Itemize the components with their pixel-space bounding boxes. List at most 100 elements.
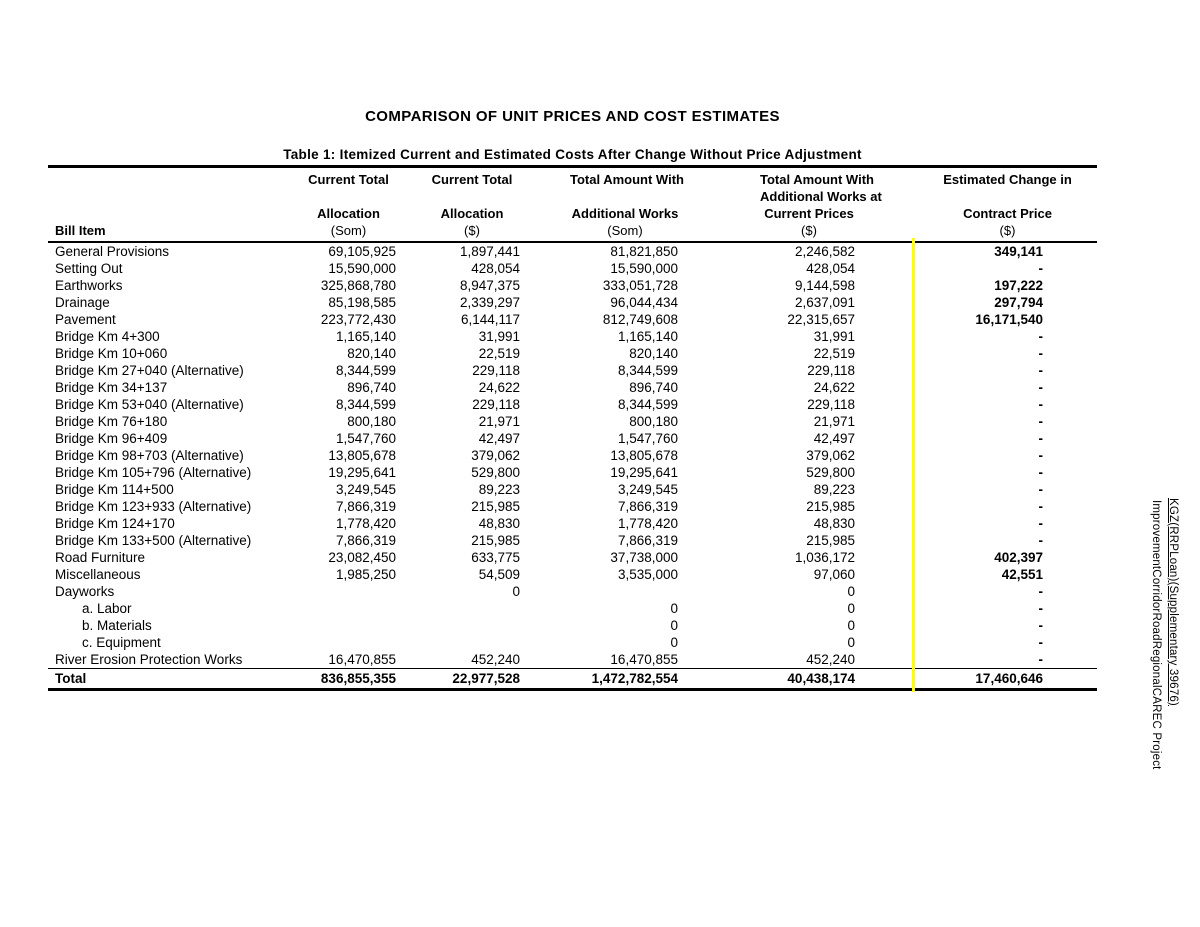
table-caption: Table 1: Itemized Current and Estimated … [283, 147, 862, 162]
cell-estimated-change-contract-price: - [1038, 448, 1044, 463]
cell-estimated-change-contract-price: - [1038, 499, 1044, 514]
table-row: Bridge Km 124+170 1,778,420 48,830 1,778,42… [48, 515, 1097, 532]
cell-additional-works-som: 16,470,855 [610, 652, 678, 667]
cell-current-total-allocation-usd: 379,062 [471, 448, 520, 463]
cell-estimated-change-contract-price: - [1038, 261, 1044, 276]
table-row: Bridge Km 27+040 (Alternative) 8,344,599 2… [48, 362, 1097, 379]
cell-additional-works-som: 3,249,545 [617, 482, 678, 497]
cell-current-total-allocation-som: 8,344,599 [335, 363, 396, 378]
cell-current-total-allocation-usd: 229,118 [472, 397, 520, 412]
bill-item-label: Road Furniture [55, 550, 146, 565]
cell-additional-works-som: 19,295,641 [610, 465, 678, 480]
cell-current-total-allocation-usd: 452,240 [471, 652, 520, 667]
cell-additional-works-current-prices-usd: 2,246,582 [794, 244, 855, 259]
cell-current-total-allocation-usd: 215,985 [471, 533, 520, 548]
column-header-estimated-change-contract-price: Estimated Change in Contract Price ($) [858, 166, 1097, 243]
cell-additional-works-current-prices-usd: 97,060 [813, 567, 855, 582]
cell-current-total-allocation-usd [397, 617, 522, 634]
cell-current-total-allocation-som: 23,082,450 [328, 550, 396, 565]
cell-current-total-allocation-usd: 24,622 [478, 380, 520, 395]
cell-current-total-allocation-usd: 48,830 [478, 516, 520, 531]
cell-estimated-change-contract-price: - [1038, 584, 1044, 599]
cell-additional-works-current-prices-usd: 215,985 [806, 533, 855, 548]
table-row: Bridge Km 114+500 3,249,545 89,223 3,249,54… [48, 481, 1097, 498]
cell-additional-works-som [522, 583, 680, 600]
cell-estimated-change-contract-price: - [1038, 652, 1044, 667]
cell-additional-works-current-prices-usd: 229,118 [807, 397, 855, 412]
column-header-additional-works-current-prices-usd: Total Amount With Additional Works at Curr… [680, 166, 882, 243]
cell-additional-works-som: 1,778,420 [617, 516, 678, 531]
column-header-current-total-allocation-usd: Current Total Allocation ($) [397, 166, 522, 243]
cell-additional-works-current-prices-usd: 0 [847, 584, 855, 599]
cell-additional-works-som: 896,740 [629, 380, 678, 395]
cell-current-total-allocation-som: 1,547,760 [335, 431, 396, 446]
table-row: Drainage 85,198,585 2,339,297 96,044,434 2,6… [48, 294, 1097, 311]
cell-additional-works-current-prices-usd: 215,985 [806, 499, 855, 514]
cell-current-total-allocation-usd: 21,971 [478, 414, 520, 429]
cell-estimated-change-contract-price: - [1038, 380, 1044, 395]
cell-current-total-allocation-som: 800,180 [347, 414, 396, 429]
bill-item-label: Bridge Km 76+180 [55, 414, 168, 429]
cell-additional-works-current-prices-usd: 31,991 [813, 329, 855, 344]
cell-estimated-change-contract-price: - [1038, 346, 1044, 361]
cell-current-total-allocation-som: 15,590,000 [328, 261, 396, 276]
table-row: General Provisions 69,105,925 1,897,441 81,… [48, 242, 1097, 260]
table-row: Miscellaneous 1,985,250 54,509 3,535,000 97,… [48, 566, 1097, 583]
cell-additional-works-current-prices-usd: 428,054 [806, 261, 855, 276]
cell-estimated-change-contract-price: - [1038, 482, 1044, 497]
page-title: COMPARISON OF UNIT PRICES AND COST ESTIM… [365, 108, 780, 125]
bill-item-label: Dayworks [55, 584, 115, 599]
column-header-additional-works-som: Total Amount With Additional Works (Som) [522, 166, 684, 243]
cell-additional-works-som: 96,044,434 [610, 295, 678, 310]
cell-additional-works-current-prices-usd: 1,036,172 [794, 550, 855, 565]
table-row: Bridge Km 133+500 (Alternative) 7,866,319… [48, 532, 1097, 549]
cell-current-total-allocation-som: 820,140 [347, 346, 396, 361]
cell-current-total-allocation-som: 836,855,355 [300, 668, 397, 691]
cell-estimated-change-contract-price: - [1038, 516, 1044, 531]
highlight-rule [912, 238, 915, 692]
cell-current-total-allocation-som: 85,198,585 [328, 295, 396, 310]
cell-current-total-allocation-som: 69,105,925 [328, 244, 396, 259]
cell-current-total-allocation-usd [397, 634, 522, 651]
table-row: c. Equipment 0 0 - [48, 634, 1097, 651]
cell-current-total-allocation-som: 13,805,678 [328, 448, 396, 463]
cell-current-total-allocation-som: 896,740 [347, 380, 396, 395]
table-row: Bridge Km 105+796 (Alternative) 19,295,64… [48, 464, 1097, 481]
cell-current-total-allocation-usd: 31,991 [478, 329, 520, 344]
table-row: Pavement 223,772,430 6,144,117 812,749,608 2… [48, 311, 1097, 328]
cell-estimated-change-contract-price: - [1038, 618, 1044, 633]
cell-additional-works-som: 8,344,599 [617, 363, 678, 378]
cell-current-total-allocation-usd: 42,497 [478, 431, 520, 446]
cell-current-total-allocation-som: 3,249,545 [335, 482, 396, 497]
cell-estimated-change-contract-price: 197,222 [994, 278, 1043, 293]
total-row: Total 836,855,355 22,977,528 1,472,782,554 4… [48, 668, 1097, 691]
cost-table-body: General Provisions 69,105,925 1,897,441 81,… [48, 242, 1097, 691]
table-row: Road Furniture 23,082,450 633,775 37,738,00… [48, 549, 1097, 566]
cell-estimated-change-contract-price: 402,397 [994, 550, 1043, 565]
bill-item-label: Miscellaneous [55, 567, 141, 582]
table-row: Bridge Km 10+060 820,140 22,519 820,140 22,5… [48, 345, 1097, 362]
cell-additional-works-som: 0 [670, 635, 678, 650]
cell-additional-works-current-prices-usd: 379,062 [806, 448, 855, 463]
cell-additional-works-som: 15,590,000 [610, 261, 678, 276]
bill-item-label: Bridge Km 105+796 (Alternative) [55, 465, 252, 480]
cell-current-total-allocation-usd: 54,509 [478, 567, 520, 582]
cell-additional-works-current-prices-usd: 0 [847, 635, 855, 650]
cell-additional-works-current-prices-usd: 229,118 [807, 363, 855, 378]
side-note-reference: KGZ(RRPLoan)(Supplementary 39676) [1167, 498, 1179, 706]
cell-current-total-allocation-usd: 6,144,117 [460, 312, 520, 327]
cell-additional-works-current-prices-usd: 24,622 [813, 380, 855, 395]
cell-additional-works-current-prices-usd: 0 [847, 618, 855, 633]
table-row: Bridge Km 34+137 896,740 24,622 896,740 24,6… [48, 379, 1097, 396]
cell-current-total-allocation-som: 223,772,430 [320, 312, 396, 327]
bill-item-label: Earthworks [55, 278, 123, 293]
cell-additional-works-current-prices-usd: 22,519 [813, 346, 855, 361]
cell-current-total-allocation-usd: 633,775 [471, 550, 520, 565]
cell-estimated-change-contract-price: - [1038, 635, 1044, 650]
cell-estimated-change-contract-price: - [1038, 465, 1044, 480]
cell-current-total-allocation-som [300, 583, 397, 600]
cell-current-total-allocation-som: 7,866,319 [335, 533, 396, 548]
table-row: b. Materials 0 0 - [48, 617, 1097, 634]
cell-additional-works-som: 820,140 [629, 346, 678, 361]
bill-item-label: Bridge Km 98+703 (Alternative) [55, 448, 244, 463]
